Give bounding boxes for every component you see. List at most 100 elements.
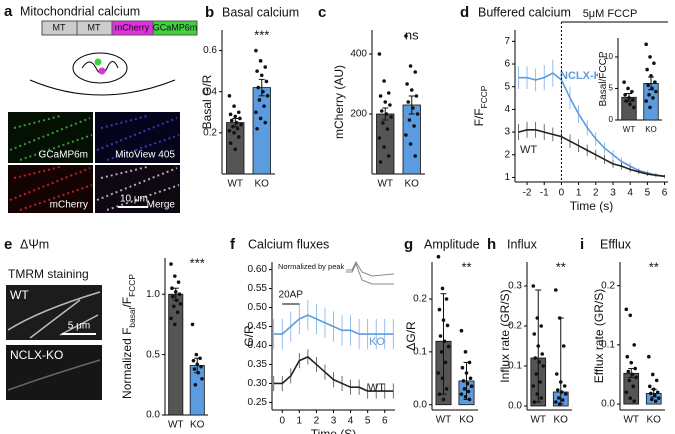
data-point <box>437 307 442 312</box>
y-tick-label: 0.5 <box>146 349 160 360</box>
data-point <box>624 99 628 103</box>
mitochondrion <box>72 52 128 84</box>
y-axis-label: mCherry (AU) <box>332 65 346 139</box>
data-point <box>254 110 258 115</box>
data-point <box>465 381 470 386</box>
data-point <box>445 323 450 328</box>
data-point <box>255 126 259 131</box>
y-tick-label: 0.0 <box>601 399 615 410</box>
data-point <box>625 354 630 359</box>
data-point <box>227 94 232 98</box>
image <box>6 345 102 400</box>
data-point <box>386 154 391 158</box>
data-point <box>647 92 651 97</box>
panel-title: ΔΨm <box>20 237 49 251</box>
annotation: ** <box>556 259 566 274</box>
y-tick-label: 5 <box>504 81 510 92</box>
data-point <box>169 316 173 321</box>
data-point <box>645 67 649 72</box>
inset-trace <box>346 260 395 285</box>
y-axis-label: Normalized Fbasal/FFCCP <box>120 274 137 399</box>
data-point <box>264 79 269 84</box>
data-point <box>263 65 268 69</box>
y-axis-label-part: ΔG/R <box>404 321 418 351</box>
panel-letter: e <box>4 236 12 253</box>
data-point <box>239 122 243 127</box>
data-point <box>199 364 203 369</box>
y-tick-label: 0.6 <box>203 45 217 56</box>
x-tick-label: 5 <box>365 416 371 427</box>
data-point <box>651 96 655 100</box>
data-point <box>535 392 540 396</box>
x-tick-label: -2 <box>523 188 532 199</box>
data-point <box>190 322 195 327</box>
data-point <box>648 391 653 396</box>
construct-label: MT <box>53 22 66 32</box>
data-point <box>654 89 658 94</box>
data-point <box>383 100 388 104</box>
data-point <box>631 98 635 102</box>
data-point <box>446 344 451 349</box>
x-axis-label: Time (s) <box>570 199 614 213</box>
line <box>518 72 665 178</box>
data-point <box>406 100 411 104</box>
data-point <box>233 114 238 119</box>
construct-box <box>152 20 198 36</box>
data-point <box>634 375 638 380</box>
data-point <box>175 310 180 315</box>
x-tick-label: KO <box>405 179 420 190</box>
texture <box>7 359 101 391</box>
data-point <box>467 397 472 402</box>
data-point <box>178 302 183 306</box>
data-point <box>441 318 446 322</box>
panel-letter: a <box>4 3 13 20</box>
data-point <box>444 297 449 301</box>
y-tick-label: 1.0 <box>146 289 160 300</box>
texture <box>7 291 101 339</box>
inset-label: Normalized by peak <box>278 262 345 271</box>
data-point <box>649 397 654 402</box>
y-axis-label: G/R <box>242 325 256 347</box>
data-point <box>461 379 466 383</box>
sensor-dot <box>94 58 102 66</box>
x-tick-label: 4 <box>627 188 633 199</box>
data-point <box>539 396 544 400</box>
x-tick-label: KO <box>459 415 474 426</box>
y-tick-label: 0.0 <box>508 401 522 412</box>
y-axis-label-part: FCCP <box>479 85 489 108</box>
y-tick-label: 0.0 <box>413 399 427 410</box>
y-axis-label-part: FCCP <box>127 274 137 297</box>
data-point <box>644 99 648 103</box>
data-point <box>464 371 469 375</box>
y-tick-label: 0.3 <box>508 281 522 292</box>
data-point <box>388 103 392 107</box>
annotation: ns <box>405 27 419 42</box>
y-axis-label-part: Influx rate (GR/S) <box>498 289 512 382</box>
data-point <box>460 365 465 370</box>
y-axis-label-part: Basal G/R <box>200 74 214 129</box>
data-point <box>412 124 416 128</box>
data-point <box>558 380 563 384</box>
data-point <box>537 360 542 364</box>
legend-label: WT <box>520 144 537 156</box>
x-tick-label: WT <box>623 125 636 134</box>
y-tick-label: 6 <box>504 59 510 70</box>
data-point <box>194 352 199 357</box>
image <box>8 112 93 163</box>
y-axis-label-part: /F <box>120 297 134 308</box>
x-tick-label: 0 <box>279 416 285 427</box>
data-point <box>624 390 629 395</box>
annotation: 5μM FCCP <box>583 8 638 20</box>
data-point <box>644 42 648 47</box>
data-point <box>404 133 408 137</box>
y-tick-label: 7 <box>504 36 510 47</box>
data-point <box>652 61 656 66</box>
x-tick-label: 1 <box>576 188 582 199</box>
bar <box>252 87 271 175</box>
y-tick-label: 0.55 <box>248 283 268 294</box>
data-point <box>229 118 234 123</box>
data-point <box>193 383 198 387</box>
panel-title: Basal calcium <box>222 5 299 19</box>
data-point <box>259 73 264 78</box>
